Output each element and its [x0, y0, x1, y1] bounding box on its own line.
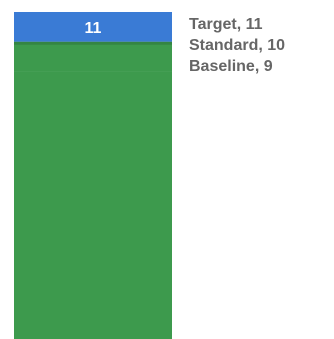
- bar-segment-target: [14, 12, 172, 42]
- legend-entry-baseline: Baseline, 9: [189, 58, 273, 75]
- bar-segment-baseline: [14, 71, 172, 339]
- bar-segment-standard: [14, 41, 172, 72]
- legend-entry-standard: Standard, 10: [189, 37, 286, 54]
- bar-stack: [14, 12, 172, 339]
- stack-total-label: 11: [85, 20, 102, 37]
- legend: Target, 11 Standard, 10 Baseline, 9: [189, 14, 285, 77]
- legend-entry-target: Target, 11: [189, 16, 263, 33]
- segment-shadow: [14, 41, 172, 45]
